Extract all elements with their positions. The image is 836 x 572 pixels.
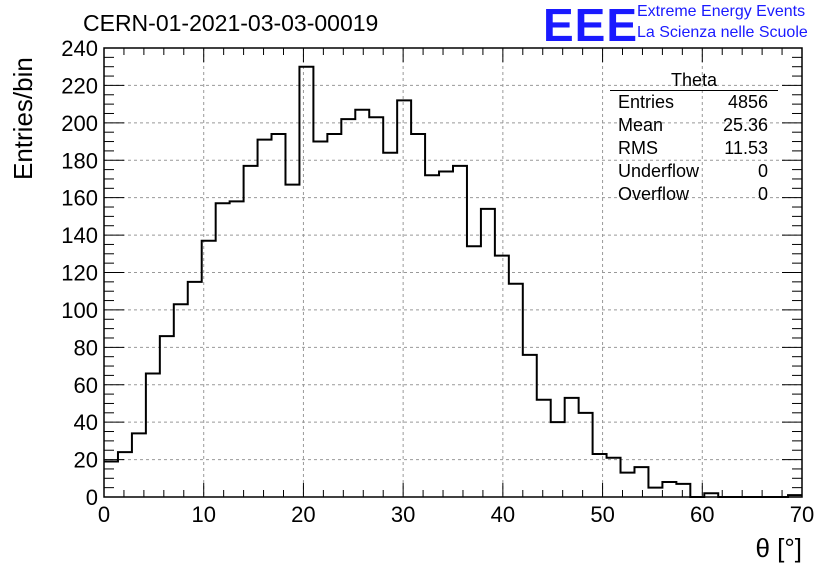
stats-label: Overflow — [618, 184, 690, 204]
y-tick-label: 0 — [86, 485, 98, 510]
y-tick-label: 180 — [61, 148, 98, 173]
stats-value: 4856 — [727, 92, 768, 112]
x-tick-label: 50 — [590, 502, 614, 527]
y-tick-label: 140 — [61, 223, 98, 248]
plot-frame — [103, 47, 803, 498]
y-tick-label: 200 — [61, 111, 98, 136]
eee-logo: EEE — [543, 0, 639, 51]
x-tick-label: 60 — [690, 502, 714, 527]
chart-title: CERN-01-2021-03-03-00019 — [83, 10, 379, 36]
stats-row: RMS 11.53 — [610, 137, 778, 160]
y-tick-label: 240 — [61, 36, 98, 61]
stats-value: 0 — [757, 184, 768, 204]
x-tick-label: 10 — [191, 502, 215, 527]
x-tick-label: 20 — [291, 502, 315, 527]
x-tick-label: 30 — [391, 502, 415, 527]
logo-line-1: Extreme Energy Events — [637, 3, 806, 20]
stats-title: Theta — [610, 70, 778, 91]
y-tick-label: 160 — [61, 186, 98, 211]
axis-ticks — [103, 47, 803, 498]
stats-row: Underflow 0 — [610, 160, 778, 183]
y-axis-label: Entries/bin — [8, 57, 38, 180]
stats-box: Theta Entries 4856 Mean 25.36 RMS 11.53 … — [610, 70, 778, 206]
y-tick-label: 60 — [74, 373, 98, 398]
grid-lines — [104, 48, 802, 497]
y-tick-label: 20 — [74, 448, 98, 473]
stats-row: Overflow 0 — [610, 183, 778, 206]
stats-row: Entries 4856 — [610, 91, 778, 114]
stats-row: Mean 25.36 — [610, 114, 778, 137]
stats-value: 25.36 — [722, 115, 768, 135]
stats-value: 11.53 — [724, 138, 768, 158]
y-tick-label: 100 — [61, 298, 98, 323]
stats-value: 0 — [757, 161, 768, 181]
x-axis-label: θ [°] — [755, 533, 802, 563]
x-tick-label: 70 — [790, 502, 814, 527]
y-tick-label: 40 — [74, 410, 98, 435]
stats-label: RMS — [618, 138, 658, 158]
y-tick-label: 120 — [61, 261, 98, 286]
y-tick-label: 220 — [61, 73, 98, 98]
y-tick-label: 80 — [74, 335, 98, 360]
tick-labels: 0 10 20 30 40 50 60 70 0 20 40 60 80 100 120 140 160 180 2… — [61, 36, 814, 527]
x-tick-label: 0 — [98, 502, 110, 527]
logo-line-2: La Scienza nelle Scuole — [637, 24, 808, 41]
stats-label: Mean — [618, 115, 664, 135]
stats-label: Underflow — [618, 161, 700, 181]
stats-label: Entries — [618, 92, 675, 112]
histogram-line — [104, 65, 802, 498]
x-tick-label: 40 — [491, 502, 515, 527]
